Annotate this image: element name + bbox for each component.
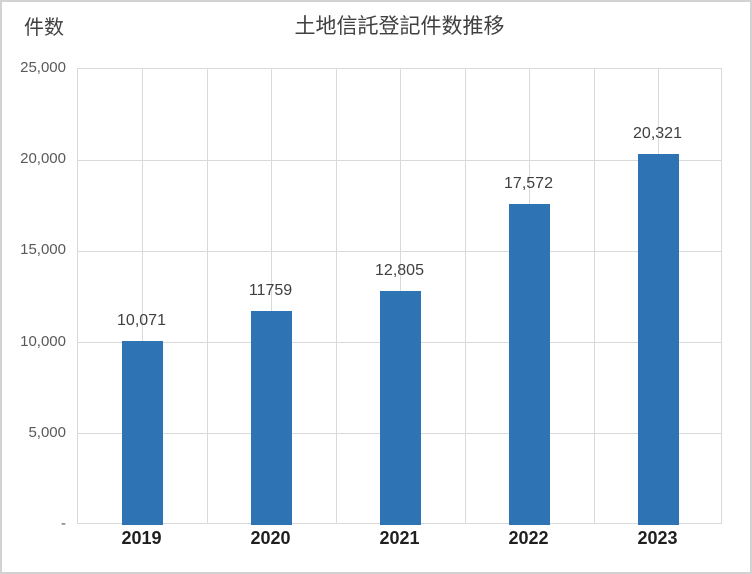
y-tick-label-5000: 5,000 — [28, 423, 66, 441]
bar-2021[interactable] — [380, 291, 421, 525]
v-gridline-8 — [593, 69, 595, 523]
data-label-2021: 12,805 — [375, 262, 424, 280]
v-gridline-2 — [206, 69, 208, 523]
x-tick-label-2019: 2019 — [121, 528, 162, 548]
x-tick-label-2022: 2022 — [508, 528, 549, 548]
bar-2019[interactable] — [122, 341, 163, 525]
x-tick-label-2021: 2021 — [379, 528, 420, 548]
y-axis-title: 件数 — [24, 17, 64, 39]
data-label-2020: 11759 — [248, 281, 293, 299]
v-gridline-1 — [142, 69, 143, 523]
h-gridline-15000 — [78, 250, 721, 252]
chart-title: 土地信託登記件数推移 — [294, 15, 505, 38]
data-label-2019: 10,071 — [117, 312, 166, 330]
v-gridline-3 — [271, 69, 272, 523]
y-tick-label-15000: 15,000 — [20, 241, 66, 259]
bar-2022[interactable] — [509, 204, 550, 525]
y-tick-label-20000: 20,000 — [20, 150, 66, 168]
bar-2023[interactable] — [638, 154, 679, 525]
y-tick-label-0: - — [61, 515, 66, 532]
plot-area — [77, 68, 722, 525]
y-tick-label-25000: 25,000 — [20, 59, 66, 76]
data-label-2022: 17,572 — [504, 175, 553, 193]
h-gridline-20000 — [78, 159, 721, 161]
x-tick-label-2020: 2020 — [250, 528, 291, 548]
data-label-2023: 20,321 — [633, 125, 682, 143]
v-gridline-4 — [335, 69, 337, 523]
x-tick-label-2023: 2023 — [637, 528, 678, 548]
y-tick-label-10000: 10,000 — [20, 332, 66, 350]
bar-2020[interactable] — [251, 310, 292, 525]
v-gridline-6 — [464, 69, 466, 523]
